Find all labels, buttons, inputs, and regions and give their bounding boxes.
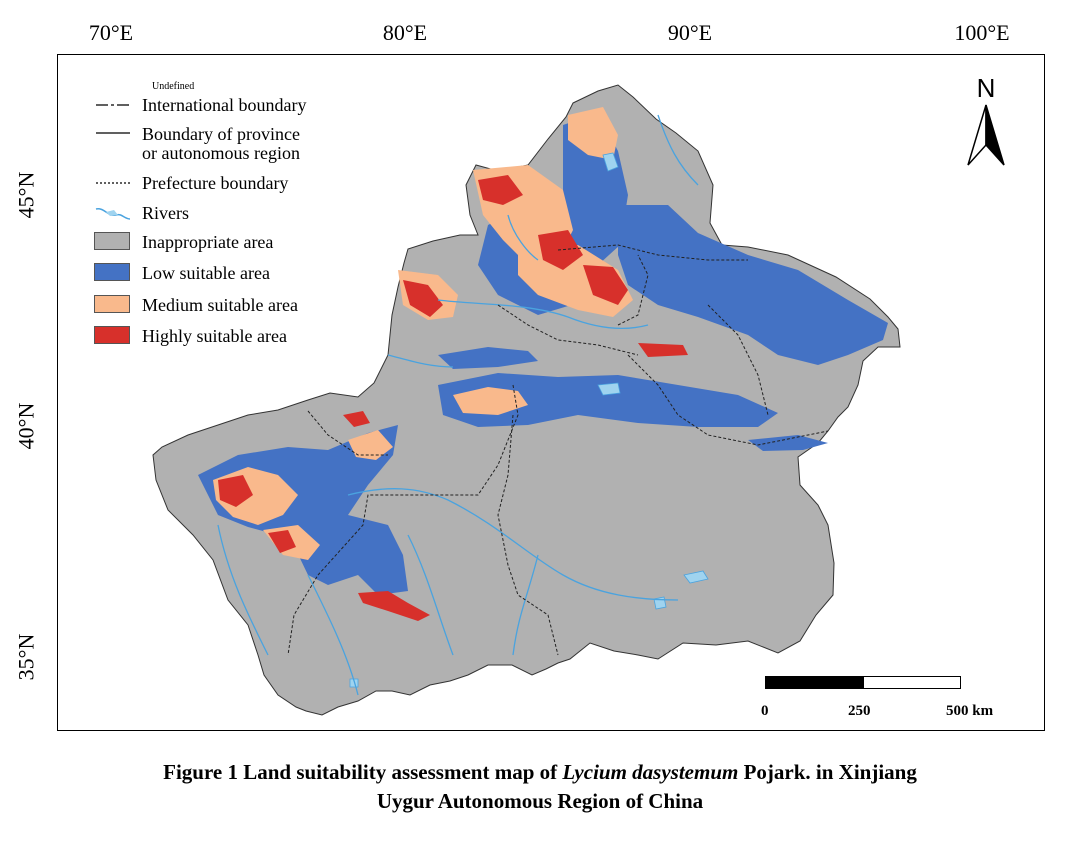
river-icon	[94, 203, 132, 223]
legend-item-medium-suitable: Medium suitable area	[94, 295, 298, 315]
legend-label: Prefecture boundary	[142, 173, 289, 193]
legend-label-line1: Boundary of province	[142, 124, 300, 144]
legend-item-low-suitable: Low suitable area	[94, 263, 270, 283]
legend-item-rivers: Rivers	[94, 203, 189, 223]
lon-tick-90: 90°E	[667, 20, 713, 45]
caption-species: Lycium dasystemum	[562, 760, 739, 784]
rivers	[217, 114, 699, 696]
legend-label: Rivers	[142, 203, 189, 223]
caption-suffix: Pojark. in Xinjiang	[738, 760, 917, 784]
legend-label: Medium suitable area	[142, 295, 298, 315]
north-label: N	[976, 73, 996, 103]
scale-bar	[765, 676, 962, 690]
map-frame: Undefined International boundary Boundar…	[57, 54, 1045, 731]
lat-tick-40: 40°N	[13, 402, 38, 450]
caption-prefix: Figure 1 Land suitability assessment map…	[163, 760, 563, 784]
legend-item-inappropriate: Inappropriate area	[94, 232, 273, 252]
lon-tick-80: 80°E	[382, 20, 428, 45]
scale-label-250: 250	[848, 703, 871, 719]
legend-item-prefecture-boundary: Prefecture boundary	[94, 173, 288, 193]
legend-label: Highly suitable area	[142, 326, 287, 346]
legend-swatch	[94, 295, 130, 313]
caption-line2: Uygur Autonomous Region of China	[376, 789, 704, 813]
prefecture-boundaries	[287, 244, 829, 656]
legend-item-international-boundary: International boundary	[94, 95, 306, 115]
lat-tick-35: 35°N	[13, 633, 38, 681]
legend-undefined-note: Undefined	[152, 81, 195, 92]
legend-swatch	[94, 326, 130, 344]
lon-tick-100: 100°E	[954, 20, 1010, 45]
suitability-map	[152, 84, 901, 716]
legend-label-line2: or autonomous region	[142, 143, 300, 163]
scale-label-0: 0	[761, 703, 769, 719]
figure-caption: Figure 1 Land suitability assessment map…	[0, 758, 1080, 816]
solid-line-icon	[94, 125, 132, 145]
legend-swatch	[94, 263, 130, 281]
legend-item-province-boundary: Boundary of province or autonomous regio…	[94, 125, 300, 163]
lon-tick-70: 70°E	[88, 20, 134, 45]
lat-tick-45: 45°N	[13, 171, 38, 219]
scale-label-500: 500 km	[946, 703, 994, 719]
legend-label: Low suitable area	[142, 263, 270, 283]
north-arrow-icon	[967, 104, 1005, 166]
dotted-line-icon	[94, 173, 132, 193]
legend-item-highly-suitable: Highly suitable area	[94, 326, 287, 346]
dash-dot-line-icon	[94, 95, 132, 115]
legend-label: Inappropriate area	[142, 232, 274, 252]
legend-swatch	[94, 232, 130, 250]
legend-label: International boundary	[142, 95, 307, 115]
north-arrow: N	[962, 73, 1010, 173]
